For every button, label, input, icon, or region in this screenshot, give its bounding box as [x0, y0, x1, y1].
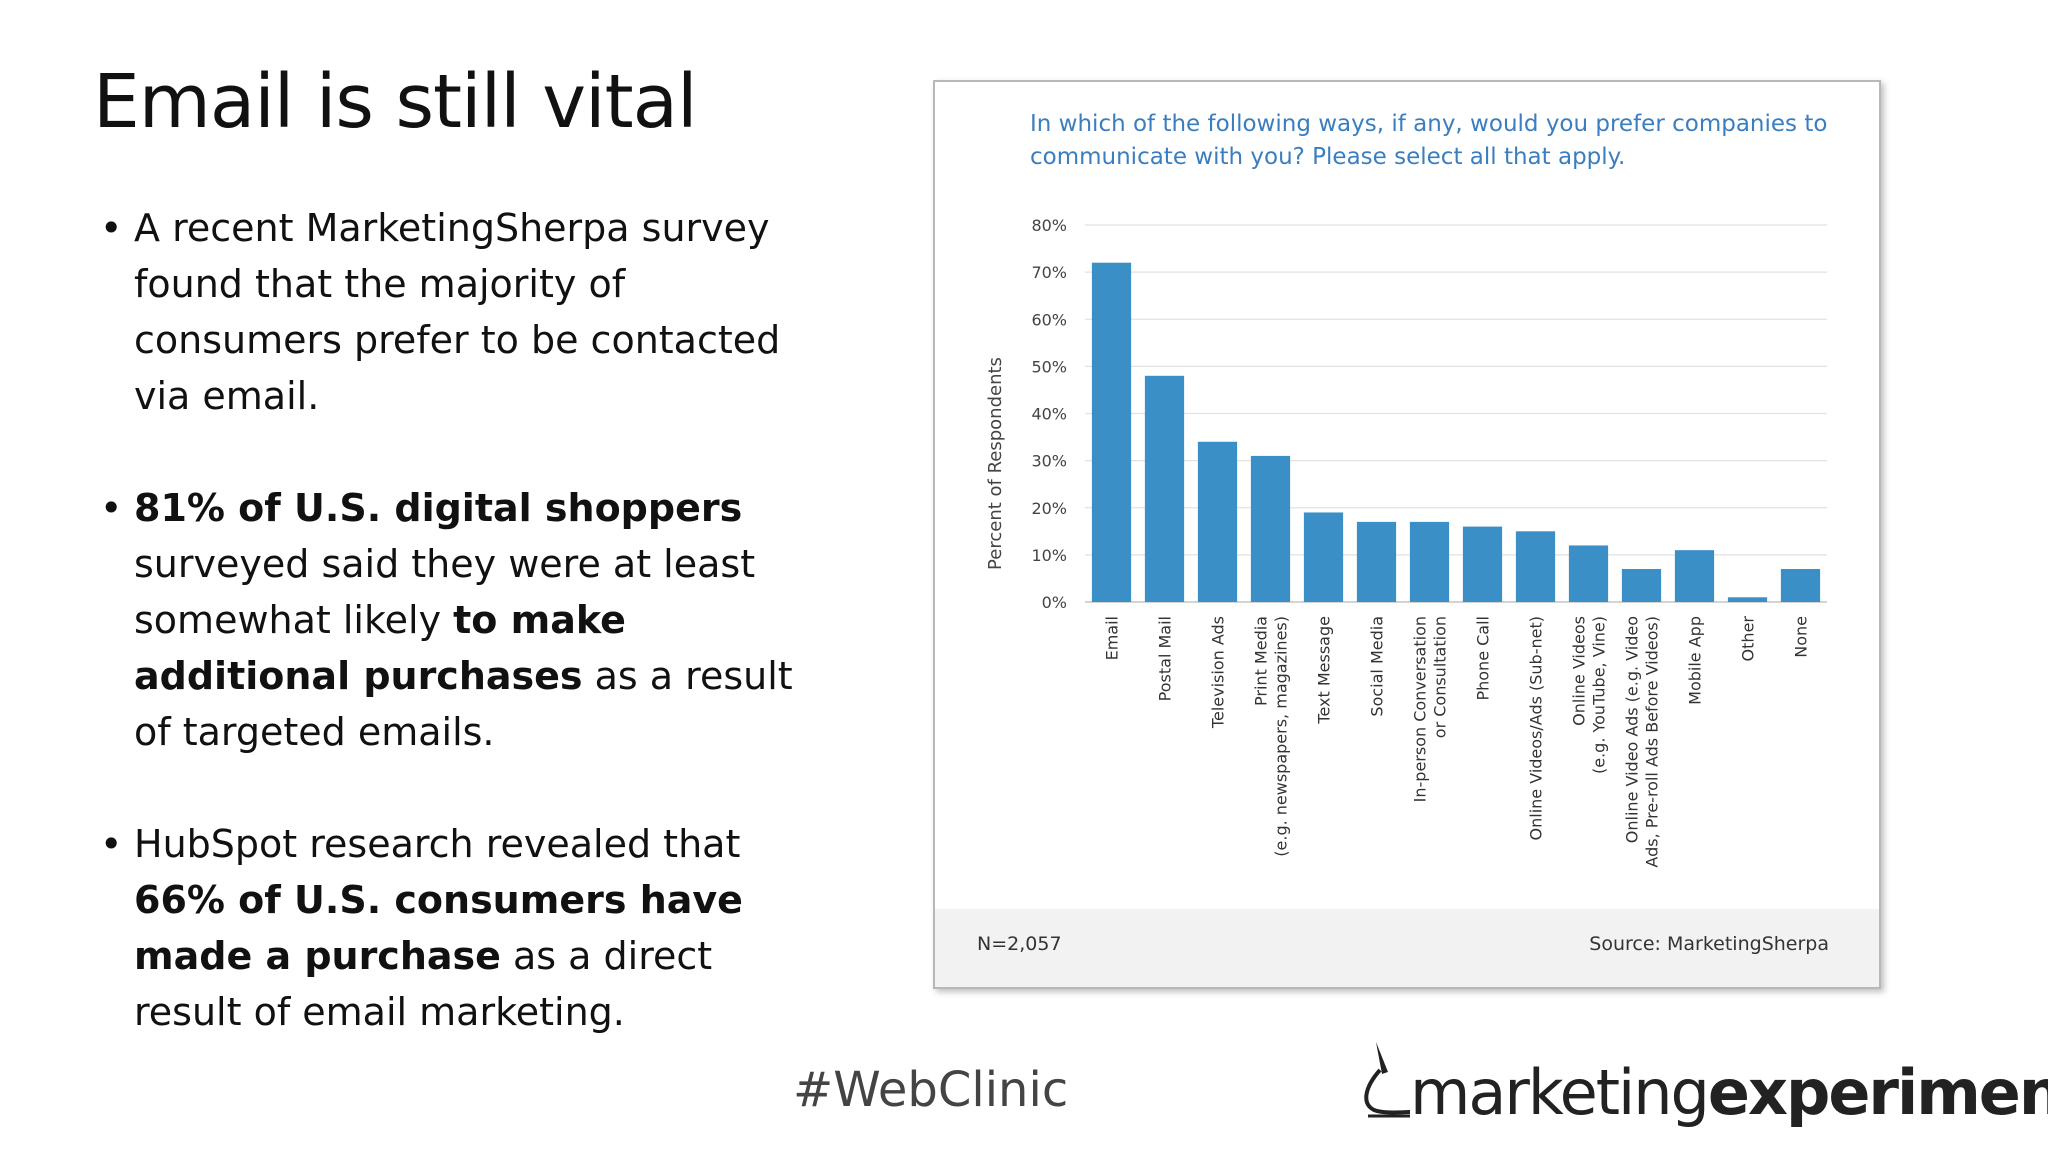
- x-tick-label-line: (e.g. newspapers, magazines): [1272, 616, 1291, 857]
- bar: [1197, 441, 1238, 602]
- x-tick-label: Email: [1103, 616, 1122, 660]
- x-tick-label: Online Videos(e.g. YouTube, Vine): [1570, 616, 1609, 774]
- bullet-item: 81% of U.S. digital shoppers surveyed sa…: [100, 480, 820, 760]
- x-tick-label: Other: [1739, 616, 1758, 662]
- bar: [1303, 512, 1344, 602]
- bullet-text: HubSpot research revealed that: [134, 822, 741, 866]
- x-tick-label: Print Media(e.g. newspapers, magazines): [1252, 616, 1291, 857]
- slide-title: Email is still vital: [93, 59, 698, 145]
- x-tick-label-line: Ads, Pre-roll Ads Before Videos): [1643, 616, 1662, 868]
- bar: [1780, 569, 1821, 602]
- x-tick-label-line: Online Videos: [1570, 616, 1589, 726]
- x-tick-label-line: Print Media: [1252, 616, 1271, 706]
- marketingexperiments-logo: marketingexperiments: [1358, 1038, 2048, 1138]
- x-tick-label: Online Video Ads (e.g. VideoAds, Pre-rol…: [1623, 616, 1662, 868]
- bar: [1091, 262, 1132, 602]
- x-tick-label-line: Online Video Ads (e.g. Video: [1623, 616, 1642, 843]
- logo-word-marketing: marketing: [1410, 1056, 1710, 1129]
- x-tick-label: Online Videos/Ads (Sub-net): [1527, 616, 1546, 840]
- bar: [1674, 550, 1715, 602]
- y-tick-label: 70%: [1031, 263, 1067, 282]
- x-tick-label-line: Text Message: [1315, 616, 1334, 725]
- y-tick-label: 40%: [1031, 405, 1067, 424]
- bar-chart: 0% 10% 20% 30% 40% 50% 60% 70% 80% Percent of Res…: [985, 216, 1827, 868]
- bullet-item: A recent MarketingSherpa survey found th…: [100, 200, 820, 424]
- logo-text: marketingexperiments: [1410, 1056, 2048, 1129]
- chart-panel: In which of the following ways, if any, …: [933, 80, 1881, 989]
- y-tick-label: 80%: [1031, 216, 1067, 235]
- bullet-text: as a direct result of email marketing.: [134, 934, 713, 1034]
- x-tick-label-line: Mobile App: [1686, 616, 1705, 705]
- x-tick-label-line: Postal Mail: [1156, 616, 1175, 701]
- x-tick-label: None: [1792, 616, 1811, 658]
- x-tick-label: Text Message: [1315, 616, 1334, 725]
- bullet-bold-text: to make additional purchases: [134, 598, 626, 698]
- y-axis-label: Percent of Respondents: [985, 357, 1006, 570]
- x-tick-label-line: In-person Conversation: [1411, 616, 1430, 802]
- chart-title: In which of the following ways, if any, …: [1030, 111, 1828, 170]
- bullet-bold-text: 66% of U.S. consumers have made a purcha…: [134, 878, 743, 978]
- bar: [1621, 569, 1662, 602]
- bar: [1356, 521, 1397, 602]
- x-tick-label-line: Phone Call: [1474, 616, 1493, 701]
- y-tick-label: 20%: [1031, 499, 1067, 518]
- sample-size-note: N=2,057: [977, 933, 1062, 955]
- x-tick-label: Mobile App: [1686, 616, 1705, 705]
- x-tick-label-line: Television Ads: [1209, 616, 1228, 729]
- x-tick-label: Television Ads: [1209, 616, 1228, 729]
- bar: [1568, 545, 1609, 602]
- x-tick-label: Social Media: [1368, 616, 1387, 717]
- source-note: Source: MarketingSherpa: [1589, 933, 1829, 955]
- bar: [1144, 375, 1185, 602]
- x-tick-label: Phone Call: [1474, 616, 1493, 701]
- bullet-list: A recent MarketingSherpa survey found th…: [100, 200, 820, 1096]
- chart-footer: N=2,057 Source: MarketingSherpa: [935, 909, 1879, 987]
- y-tick-label: 50%: [1031, 357, 1067, 376]
- bar: [1515, 531, 1556, 602]
- webclinic-hashtag: #WebClinic: [793, 1062, 1069, 1118]
- bar: [1250, 455, 1291, 602]
- y-tick-label: 10%: [1031, 546, 1067, 565]
- y-tick-label: 0%: [1042, 593, 1067, 612]
- logo-word-experiments: experiments: [1707, 1056, 2048, 1129]
- pen-nib-icon: [1364, 1042, 1411, 1118]
- x-tick-label: In-person Conversationor Consultation: [1411, 616, 1450, 802]
- bullet-item: HubSpot research revealed that 66% of U.…: [100, 816, 820, 1040]
- bar: [1409, 521, 1450, 602]
- y-tick-label: 30%: [1031, 452, 1067, 471]
- bullet-text: surveyed said they were at least somewha…: [134, 542, 756, 642]
- x-tick-label-line: (e.g. YouTube, Vine): [1590, 616, 1609, 774]
- x-tick-label-line: Email: [1103, 616, 1122, 660]
- y-tick-label: 60%: [1031, 310, 1067, 329]
- x-tick-label: Postal Mail: [1156, 616, 1175, 701]
- x-tick-label-line: Social Media: [1368, 616, 1387, 717]
- x-tick-label-line: Online Videos/Ads (Sub-net): [1527, 616, 1546, 840]
- bullet-bold-text: 81% of U.S. digital shoppers: [134, 486, 743, 530]
- x-tick-label-line: Other: [1739, 616, 1758, 662]
- bar: [1462, 526, 1503, 602]
- x-tick-label-line: None: [1792, 616, 1811, 658]
- x-tick-label-line: or Consultation: [1431, 616, 1450, 738]
- bar: [1727, 597, 1768, 602]
- bullet-text: A recent MarketingSherpa survey found th…: [134, 206, 781, 418]
- bullet-text: as a result of targeted emails.: [134, 654, 793, 754]
